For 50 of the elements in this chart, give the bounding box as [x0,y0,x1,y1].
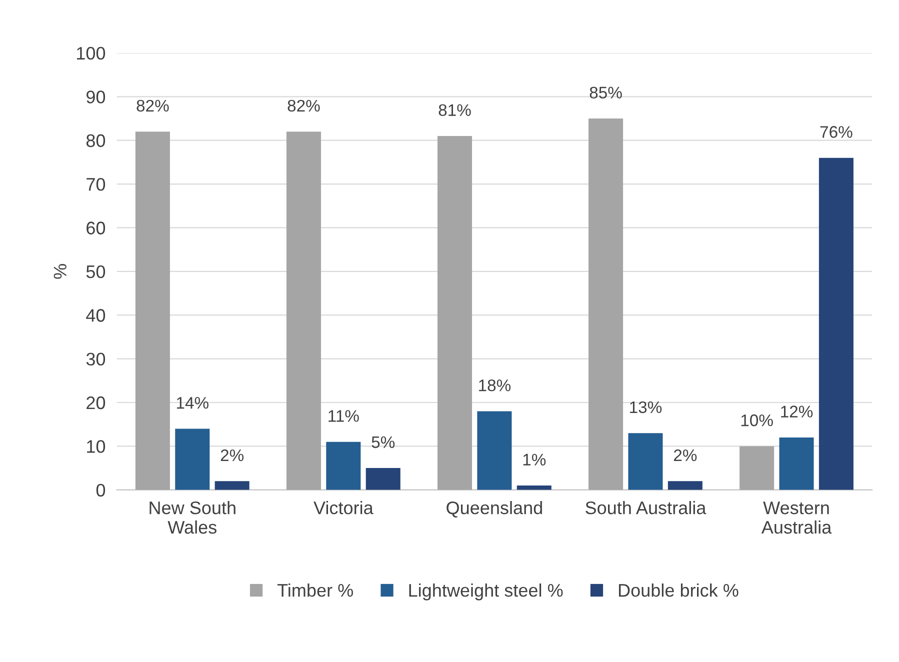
bar [818,158,854,490]
bar [516,486,552,490]
legend-label: Timber % [277,584,353,597]
data-label: 82% [136,100,169,112]
data-label: 2% [674,449,697,462]
y-tick-label: 0 [96,484,106,497]
bar [286,132,321,490]
data-label: 18% [479,379,511,392]
x-tick-label: South Australia [586,500,706,514]
bar [214,481,250,490]
bar [779,437,814,490]
y-tick-label: 80 [86,134,106,148]
bar [366,468,400,490]
x-tick-label: New South Wales [150,500,236,534]
bar [175,428,210,490]
legend-label: Lightweight steel % [409,584,563,600]
y-tick-label: 70 [86,178,106,191]
y-tick-label: 40 [86,309,106,322]
bar [437,136,472,490]
data-label: 76% [820,126,852,138]
y-tick-label: 30 [86,352,106,366]
y-axis-title: % [54,264,66,279]
x-tick-label: Western Australia [761,502,832,534]
data-label: 2% [220,449,244,462]
x-tick-label: Victoria [314,500,374,514]
data-label: 81% [438,104,471,116]
x-tick-label: Queensland [446,500,542,518]
legend-label: Double brick % [618,584,738,597]
y-tick-label: 50 [86,265,106,278]
data-label: 82% [288,100,320,112]
y-tick-label: 100 [77,46,106,60]
bar [477,411,512,490]
bar [135,132,170,490]
bar [740,446,774,490]
bar [668,481,702,490]
data-label: 13% [630,401,662,414]
data-label: 85% [590,86,622,99]
y-tick-label: 90 [86,90,106,104]
bar [628,433,663,490]
y-tick-label: 20 [86,396,106,410]
y-tick-label: 10 [87,440,106,453]
bar [588,118,624,490]
data-label: 12% [781,406,813,418]
data-label: 11% [328,410,359,422]
data-label: 10% [741,414,773,426]
data-label: 5% [372,436,395,448]
y-tick-label: 60 [86,222,106,234]
data-label: 1% [523,454,546,466]
data-label: 14% [176,397,208,409]
bar [326,442,361,490]
